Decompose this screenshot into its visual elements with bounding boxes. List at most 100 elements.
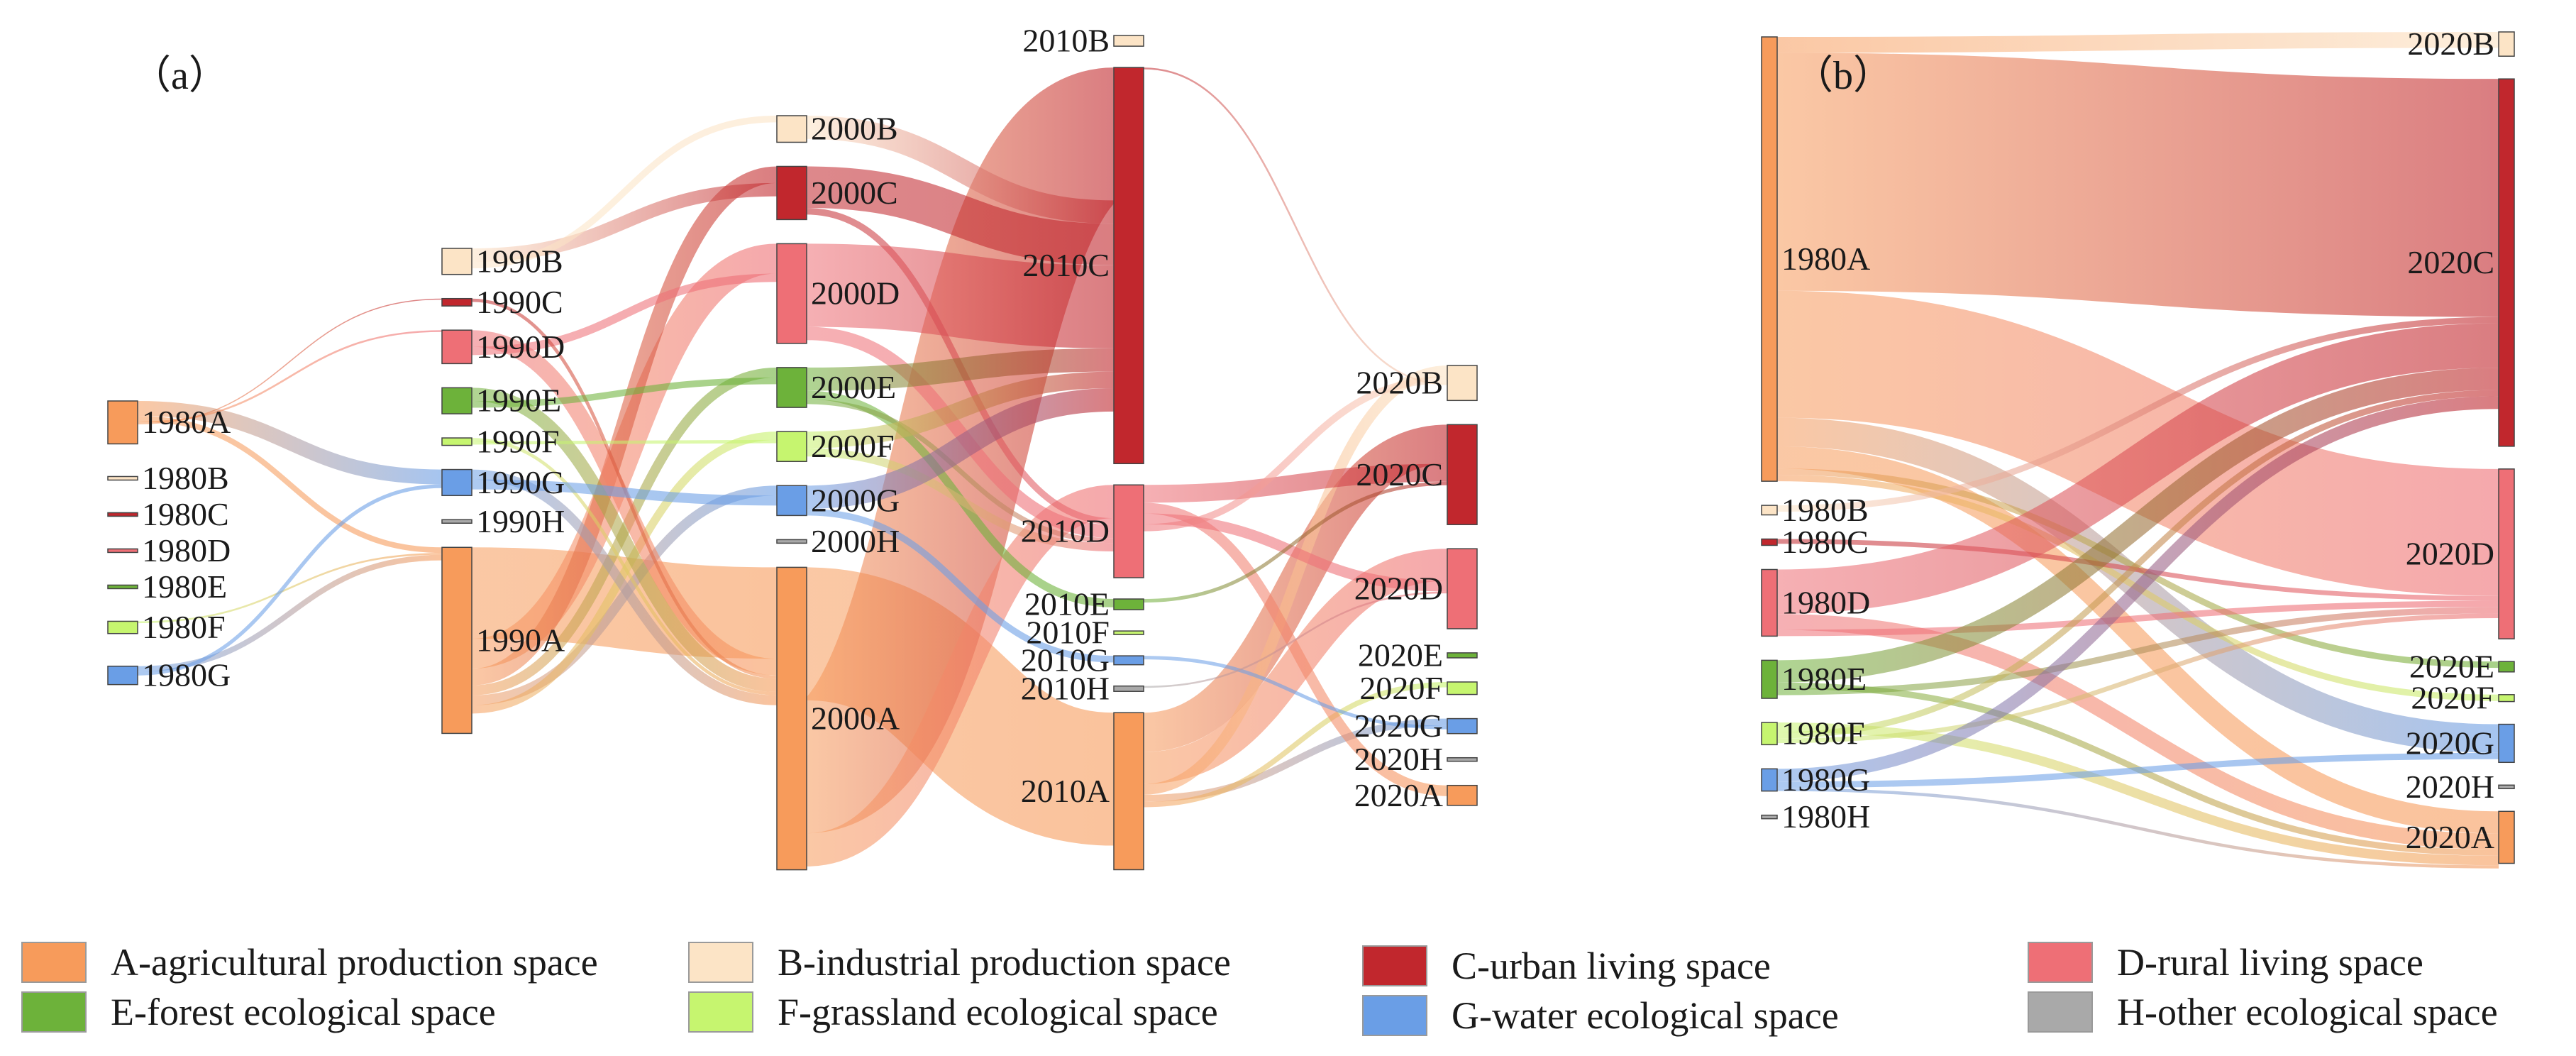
b-label-1980c: 1980C bbox=[1781, 524, 1869, 560]
a-flow-1980a-to-1990a bbox=[137, 415, 443, 554]
a-label-1990b: 1990B bbox=[476, 243, 563, 279]
a-flow-2000g-to-2010g bbox=[806, 509, 1115, 663]
a-node-2020c bbox=[1447, 424, 1478, 525]
a-node-2010a bbox=[1113, 712, 1144, 871]
b-node-1980c bbox=[1761, 538, 1778, 546]
a-node-2020d bbox=[1447, 548, 1478, 629]
a-node-1980e bbox=[107, 584, 138, 590]
a-flow-2010h-to-2020d bbox=[1143, 591, 1448, 688]
a-node-1980b bbox=[107, 475, 138, 481]
b-label-2020g: 2020G bbox=[2406, 725, 2494, 761]
a-node-2020f bbox=[1447, 681, 1478, 695]
a-flow-2000d-to-2010d bbox=[806, 326, 1115, 539]
a-label-2000e: 2000E bbox=[811, 369, 896, 405]
legend-swatch-f bbox=[688, 991, 753, 1033]
a-label-2020h: 2020H bbox=[1354, 741, 1443, 777]
a-flow-2000d-to-2010c bbox=[806, 243, 1115, 348]
a-node-2010c bbox=[1113, 67, 1144, 465]
a-node-2000g bbox=[776, 485, 807, 517]
a-label-2020d: 2020D bbox=[1354, 571, 1443, 607]
legend-item-g: G-water ecological space bbox=[1362, 994, 1839, 1038]
b-node-1980d bbox=[1761, 568, 1778, 637]
a-label-2000b: 2000B bbox=[811, 111, 898, 147]
a-node-1990h bbox=[441, 519, 472, 524]
b-node-2020c bbox=[2498, 78, 2515, 447]
a-label-1980c: 1980C bbox=[142, 496, 229, 532]
a-flow-2000b-to-2010c bbox=[806, 116, 1115, 224]
panel-b-nodes bbox=[1761, 31, 2515, 864]
a-node-2000f bbox=[776, 431, 807, 463]
b-flow-1980e-to-2020c bbox=[1776, 368, 2499, 683]
panel-a-nodes bbox=[107, 35, 1478, 871]
legend-label-d: D-rural living space bbox=[2117, 941, 2423, 984]
a-node-1980d bbox=[107, 548, 138, 554]
b-node-1980b bbox=[1761, 505, 1778, 516]
a-flow-1990a-to-2000f bbox=[471, 431, 778, 714]
a-node-2010h bbox=[1113, 685, 1144, 692]
a-node-2010g bbox=[1113, 655, 1144, 666]
a-node-1990e bbox=[441, 387, 472, 414]
a-label-1990d: 1990D bbox=[476, 329, 565, 365]
a-flow-2000g-to-2010c bbox=[806, 388, 1115, 510]
a-node-2010f bbox=[1113, 630, 1144, 635]
a-label-2010e: 2010E bbox=[1024, 586, 1110, 622]
a-node-1990g bbox=[441, 468, 472, 497]
a-flow-2000e-to-2010c bbox=[806, 348, 1115, 391]
legend-label-h: H-other ecological space bbox=[2117, 991, 2498, 1033]
a-flow-1990d-to-2000a bbox=[471, 330, 778, 676]
legend-item-d: D-rural living space bbox=[2028, 940, 2423, 984]
b-flow-1980f-to-2020d bbox=[1776, 613, 2499, 744]
a-node-2000a bbox=[776, 566, 807, 871]
a-flow-1990e-to-2000e bbox=[471, 377, 778, 408]
panel-a-label: （a） bbox=[131, 54, 228, 98]
a-flow-2000e-to-2010d bbox=[806, 399, 1115, 544]
legend-label-a: A-agricultural production space bbox=[111, 941, 598, 984]
a-label-2000a: 2000A bbox=[811, 700, 900, 737]
b-node-1980g bbox=[1761, 768, 1778, 792]
b-node-1980h bbox=[1761, 814, 1778, 820]
b-flow-1980a-to-2020a bbox=[1776, 446, 2499, 834]
b-node-1980e bbox=[1761, 659, 1778, 699]
legend-label-b: B-industrial production space bbox=[778, 941, 1231, 984]
a-flow-1980g-to-1990g bbox=[137, 484, 443, 676]
legend-swatch-d bbox=[2028, 942, 2093, 983]
a-label-2000f: 2000F bbox=[811, 428, 895, 464]
a-flow-1990b-to-2000c bbox=[471, 182, 778, 262]
b-flow-1980f-to-2020c bbox=[1776, 390, 2499, 739]
legend-label-g: G-water ecological space bbox=[1452, 994, 1839, 1037]
a-label-2010a: 2010A bbox=[1021, 773, 1110, 809]
a-label-1980a: 1980A bbox=[142, 404, 231, 440]
b-node-2020a bbox=[2498, 810, 2515, 864]
a-node-1990a bbox=[441, 546, 472, 735]
a-flow-1980a-to-1990c bbox=[137, 298, 443, 425]
b-label-1980f: 1980F bbox=[1781, 715, 1865, 752]
a-flow-1990e-to-2000a bbox=[471, 387, 778, 693]
a-label-1990f: 1990F bbox=[476, 423, 560, 459]
a-node-1980f bbox=[107, 620, 138, 634]
a-flow-2010a-to-2020d bbox=[1143, 549, 1448, 784]
a-label-2000c: 2000C bbox=[811, 175, 898, 211]
a-flow-1980f-to-1990a bbox=[137, 553, 443, 624]
a-label-2020e: 2020E bbox=[1358, 637, 1443, 673]
a-label-1990h: 1990H bbox=[476, 503, 565, 539]
a-flow-2010g-to-2020g bbox=[1143, 656, 1448, 730]
b-label-2020h: 2020H bbox=[2406, 769, 2494, 805]
a-node-2020a bbox=[1447, 784, 1478, 806]
b-node-2020e bbox=[2498, 661, 2515, 673]
b-label-2020a: 2020A bbox=[2406, 819, 2494, 855]
legend-swatch-g bbox=[1362, 995, 1427, 1036]
b-flow-1980c-to-2020d bbox=[1776, 539, 2499, 601]
b-flow-1980g-to-2020g bbox=[1776, 752, 2499, 788]
a-flow-2010e-to-2020c bbox=[1143, 481, 1448, 603]
a-label-1980d: 1980D bbox=[142, 532, 231, 568]
a-flow-2010c-to-2020b bbox=[1143, 67, 1448, 385]
b-flow-1980e-to-2020d bbox=[1776, 607, 2499, 695]
a-node-2020b bbox=[1447, 365, 1478, 402]
panel-a-flows bbox=[137, 67, 1449, 867]
a-flow-1990a-to-2000c bbox=[471, 166, 778, 686]
a-label-2010f: 2010F bbox=[1026, 615, 1110, 651]
panel-b-flows bbox=[1776, 31, 2499, 869]
a-node-2000h bbox=[776, 539, 807, 544]
a-flow-1990f-to-2000f bbox=[471, 439, 778, 445]
